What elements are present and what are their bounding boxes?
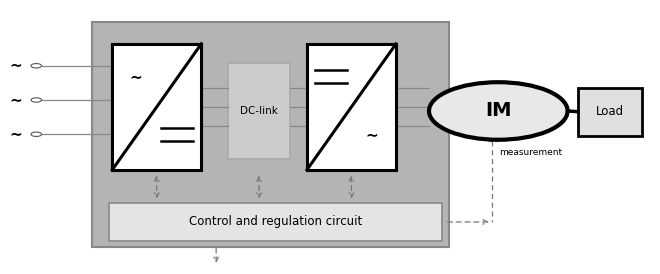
Circle shape: [31, 132, 42, 136]
Circle shape: [429, 82, 568, 140]
Text: IM: IM: [485, 101, 512, 121]
Polygon shape: [112, 44, 201, 170]
Text: Load: Load: [596, 105, 624, 118]
Polygon shape: [307, 44, 396, 170]
Text: ∼: ∼: [9, 58, 22, 73]
Bar: [92, 22, 449, 247]
Text: ∼: ∼: [9, 93, 22, 107]
Text: DC-link: DC-link: [240, 106, 278, 116]
Text: ∼: ∼: [9, 127, 22, 142]
Text: ∼: ∼: [130, 70, 143, 85]
Circle shape: [31, 98, 42, 102]
Bar: [228, 63, 290, 159]
Polygon shape: [112, 44, 201, 170]
Text: measurement: measurement: [500, 148, 563, 157]
Text: ∼: ∼: [366, 128, 378, 143]
Text: Control and regulation circuit: Control and regulation circuit: [189, 215, 362, 229]
Bar: [307, 44, 396, 170]
Circle shape: [31, 64, 42, 68]
Bar: [112, 44, 201, 170]
Bar: [578, 88, 642, 136]
Polygon shape: [307, 44, 396, 170]
Bar: [109, 203, 442, 241]
Bar: [307, 44, 396, 170]
Bar: [112, 44, 201, 170]
